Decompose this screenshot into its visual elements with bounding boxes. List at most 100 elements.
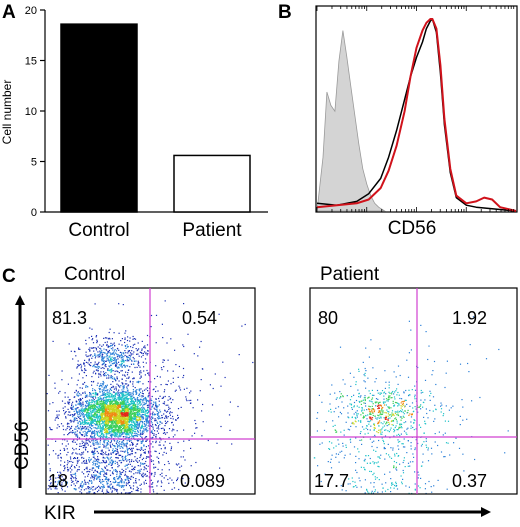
event-dot [158, 462, 160, 464]
event-dot [141, 473, 143, 476]
event-dot [133, 377, 135, 380]
event-dot [64, 490, 66, 492]
event-dot [72, 431, 74, 434]
event-dot [89, 399, 91, 401]
event-dot [94, 469, 96, 471]
event-dot [114, 419, 116, 421]
event-dot [115, 380, 117, 382]
event-dot [163, 477, 165, 479]
event-dot [141, 476, 143, 478]
event-dot [140, 356, 143, 358]
event-dot [137, 342, 139, 344]
event-dot [107, 352, 109, 354]
event-dot [104, 408, 106, 410]
event-dot [97, 367, 99, 370]
event-dot [79, 426, 82, 428]
event-dot [96, 339, 98, 341]
event-dot [122, 442, 124, 444]
event-dot [109, 399, 111, 402]
event-dot [107, 482, 109, 484]
event-dot [104, 414, 106, 416]
event-dot [114, 412, 116, 414]
event-dot [105, 428, 107, 431]
event-dot [131, 449, 133, 451]
event-dot [128, 408, 130, 411]
event-dot [68, 432, 70, 435]
event-dot [105, 430, 107, 433]
event-dot [110, 408, 112, 410]
event-dot [99, 423, 101, 425]
event-dot [123, 421, 125, 423]
event-dot [145, 457, 147, 459]
event-dot [135, 393, 137, 395]
event-dot [89, 441, 91, 443]
event-dot [143, 407, 145, 409]
event-dot [79, 409, 82, 412]
event-dot [103, 414, 106, 416]
event-dot [91, 400, 94, 402]
event-dot [141, 448, 143, 450]
event-dot [74, 457, 76, 459]
event-dot [87, 362, 89, 364]
event-dot [73, 396, 75, 398]
event-dot [106, 489, 108, 491]
event-dot [161, 482, 163, 484]
event-dot [182, 367, 185, 370]
event-dot [99, 420, 101, 422]
event-dot [63, 447, 65, 450]
event-dot [97, 427, 99, 429]
event-dot [90, 421, 92, 424]
event-dot [115, 435, 117, 437]
event-dot [119, 422, 121, 424]
event-dot [91, 410, 93, 412]
event-dot [145, 428, 147, 430]
event-dot [119, 410, 121, 412]
event-dot [113, 388, 115, 390]
event-dot [94, 433, 96, 435]
event-dot [82, 447, 84, 449]
event-dot [89, 488, 91, 490]
event-dot [115, 397, 117, 399]
event-dot [77, 395, 79, 397]
event-dot [79, 431, 81, 433]
event-dot [150, 472, 152, 474]
event-dot [127, 393, 130, 395]
event-dot [73, 414, 75, 416]
event-dot [57, 417, 59, 419]
event-dot [84, 476, 86, 478]
event-dot [161, 472, 163, 474]
event-dot [103, 474, 105, 476]
event-dot [97, 407, 99, 409]
event-dot [102, 422, 104, 424]
event-dot [120, 421, 122, 423]
event-dot [124, 338, 126, 340]
event-dot [125, 411, 127, 413]
event-dot [150, 459, 152, 461]
event-dot [127, 452, 129, 454]
event-dot [112, 424, 114, 426]
event-dot [89, 459, 92, 461]
event-dot [157, 390, 159, 392]
event-dot [77, 469, 79, 471]
event-dot [100, 436, 102, 438]
event-dot [76, 464, 78, 466]
event-dot [143, 404, 145, 406]
event-dot [90, 421, 92, 423]
event-dot [115, 403, 117, 405]
event-dot [112, 403, 114, 405]
event-dot [135, 479, 137, 482]
event-dot [113, 469, 115, 471]
event-dot [84, 414, 87, 416]
event-dot [88, 430, 90, 433]
event-dot [187, 333, 189, 335]
event-dot [117, 422, 119, 424]
event-dot [99, 396, 101, 398]
event-dot [127, 399, 129, 401]
event-dot [140, 415, 142, 417]
event-dot [94, 390, 97, 392]
event-dot [113, 354, 115, 356]
event-dot [72, 401, 74, 403]
event-dot [134, 404, 136, 407]
event-dot [115, 359, 118, 361]
event-dot [121, 344, 123, 346]
